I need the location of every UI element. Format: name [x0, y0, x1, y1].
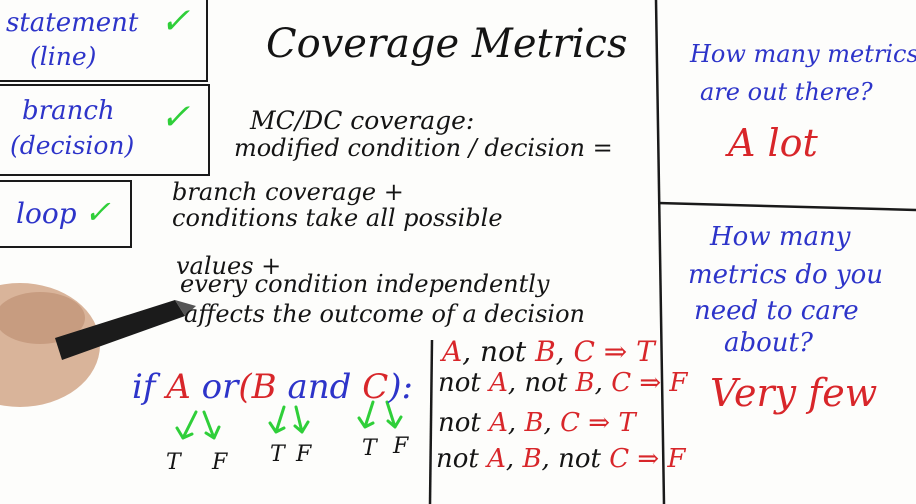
tf-a-false: F [212, 450, 228, 475]
case-row-3: not A, B, C ⇒ T [438, 408, 636, 438]
branch-sublabel: (decision) [10, 131, 135, 160]
loop-label: loop [16, 197, 77, 230]
expr-and: and [287, 367, 352, 407]
loop-check-icon: ✓ [84, 193, 111, 231]
pen-hand [0, 283, 196, 407]
tf-a-true: T [166, 450, 181, 475]
loop-box [0, 180, 132, 248]
question-2-line-4: about? [724, 328, 813, 358]
expr-c: C [362, 367, 389, 407]
question-2-line-1: How many [710, 222, 851, 252]
right-panel-divider [654, 0, 666, 504]
question-1-line-1: How many metrics [690, 40, 916, 68]
page-title: Coverage Metrics [266, 21, 628, 67]
case-row-1: A, not B, C ⇒ T [442, 335, 655, 368]
definition-line-4: conditions take all possible [172, 204, 503, 232]
statement-box [0, 0, 208, 82]
tf-c-true: T [362, 436, 377, 461]
tf-c-false: F [393, 434, 409, 459]
tf-b-false: F [296, 442, 312, 467]
expr-or: or [201, 367, 239, 407]
statement-label: statement [6, 8, 139, 38]
answer-2: Very few [710, 371, 878, 415]
definition-line-5: values + [176, 252, 282, 280]
statement-sublabel: (line) [30, 42, 97, 71]
definition-line-3: branch coverage + [172, 178, 404, 206]
branch-check-icon: ✓ [160, 97, 191, 138]
branch-box [0, 84, 210, 176]
branch-label: branch [22, 96, 115, 126]
definition-line-2: modified condition / decision = [234, 134, 613, 162]
definition-line-6: every condition independently [180, 270, 550, 298]
expr-if: if [132, 367, 156, 407]
case-row-4: not A, B, not C ⇒ F [436, 444, 686, 474]
case-row-2: not A, not B, C ⇒ F [438, 368, 688, 398]
expr-close: ): [388, 367, 413, 407]
cases-divider [428, 339, 434, 504]
definition-line-7: affects the outcome of a decision [184, 300, 585, 328]
question-1-line-2: are out there? [700, 78, 873, 106]
expression: if A or(B and C): [132, 370, 413, 404]
definition-line-1: MC/DC coverage: [250, 106, 475, 135]
right-panel-separator [657, 201, 916, 212]
question-2-line-3: need to care [694, 296, 859, 326]
green-arrows [175, 400, 403, 440]
question-2-line-2: metrics do you [688, 260, 884, 290]
expr-a: A [166, 367, 191, 407]
statement-check-icon: ✓ [160, 1, 191, 42]
expr-open-paren: ( [238, 367, 252, 407]
expr-b: B [251, 367, 277, 407]
tf-b-true: T [270, 442, 285, 467]
answer-1: A lot [728, 121, 818, 165]
